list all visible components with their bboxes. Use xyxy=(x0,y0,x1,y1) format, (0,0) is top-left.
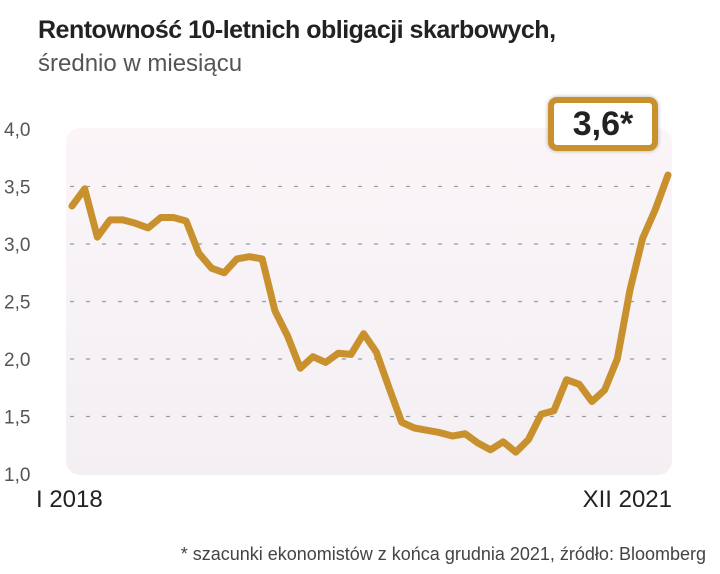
x-tick-label-end: XII 2021 xyxy=(583,486,672,513)
chart-subtitle: średnio w miesiącu xyxy=(38,50,243,77)
y-tick-label: 3,0 xyxy=(4,235,30,256)
footnote: * szacunki ekonomistów z końca grudnia 2… xyxy=(180,544,706,564)
plot-area xyxy=(66,128,672,475)
series-line xyxy=(68,171,672,456)
chart-title: Rentowność 10-letnich obligacji skarbowy… xyxy=(38,16,556,44)
y-tick-label: 2,0 xyxy=(4,350,30,371)
y-tick-label: 1,0 xyxy=(4,465,30,486)
y-tick-label: 3,5 xyxy=(4,178,30,199)
y-tick-label: 4,0 xyxy=(4,120,30,141)
y-tick-label: 1,5 xyxy=(4,408,30,429)
last-value-callout: 3,6* xyxy=(548,97,658,151)
x-tick-label-start: I 2018 xyxy=(36,486,103,513)
y-tick-label: 2,5 xyxy=(4,293,30,314)
